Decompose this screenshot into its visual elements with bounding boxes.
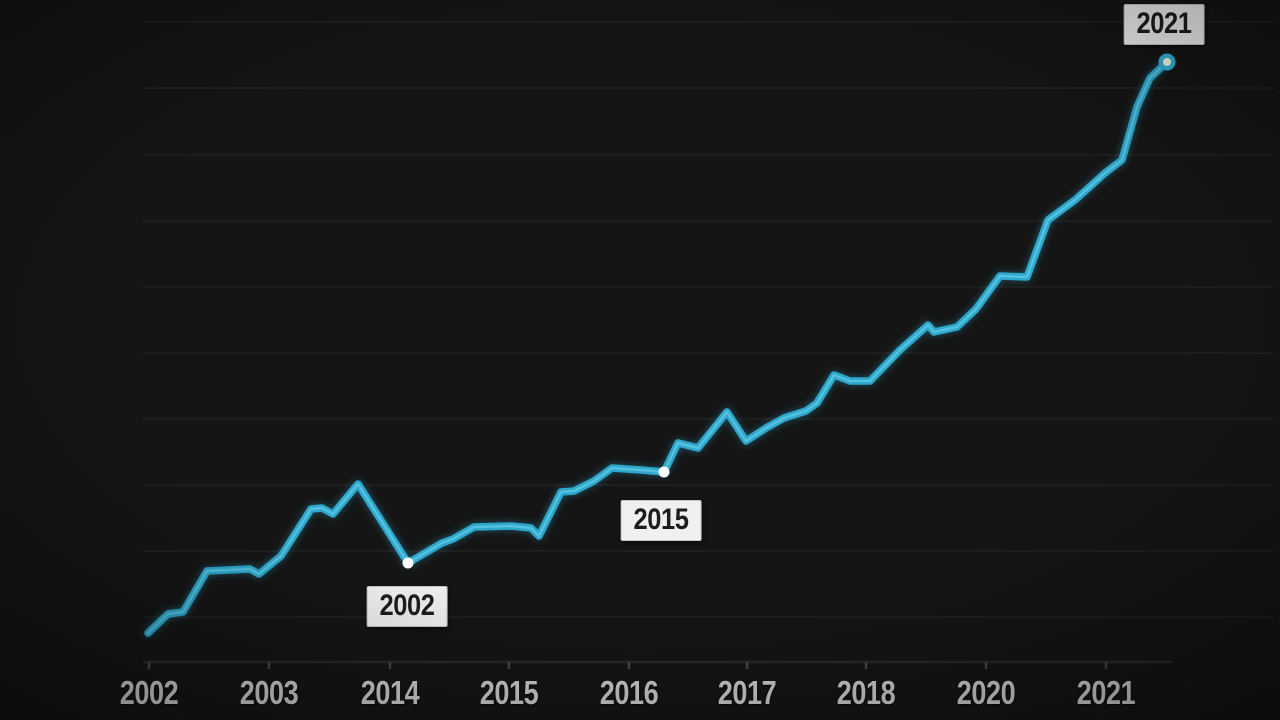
data-point-marker (658, 466, 670, 478)
series-line (144, 58, 1171, 637)
x-axis (143, 660, 1172, 669)
gridlines (143, 21, 1274, 618)
data-series-line (144, 58, 1171, 637)
series-line-highlight (146, 60, 1169, 635)
end-point-marker-core (1163, 58, 1171, 66)
data-point-marker (402, 557, 414, 569)
data-point-markers (402, 53, 1176, 569)
